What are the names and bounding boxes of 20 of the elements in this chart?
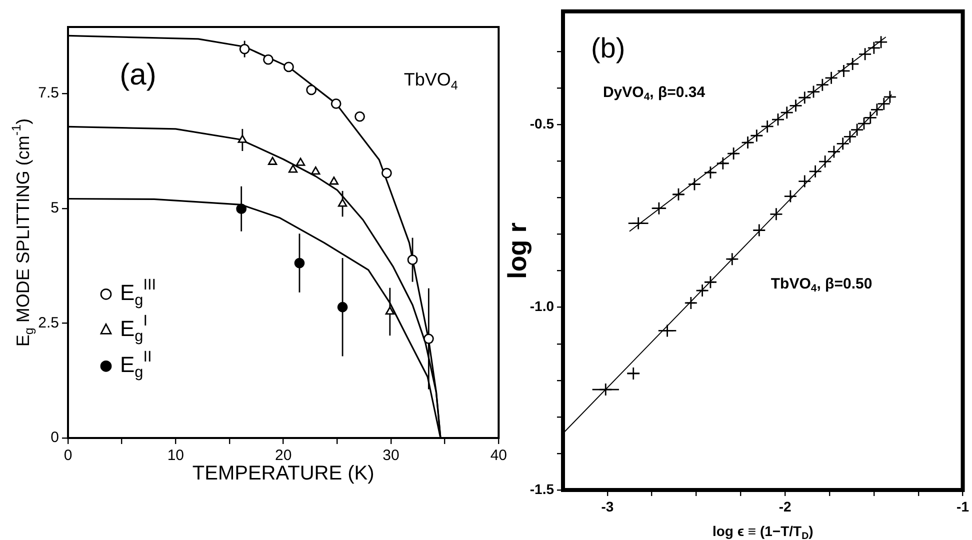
y-tick-label: -1.5	[530, 480, 554, 497]
x-tick-label: 10	[167, 447, 184, 464]
x-tick-label: 40	[490, 447, 507, 464]
x-tick-label: 0	[64, 447, 72, 464]
y-axis-title: log r	[502, 222, 532, 279]
annotation: (b)	[590, 32, 626, 64]
y-tick-label: -0.5	[530, 116, 554, 132]
y-tick-label: 7.5	[38, 84, 59, 102]
x-tick-label: 30	[382, 447, 400, 464]
annotation: (a)	[120, 58, 156, 92]
x-tick-label: 20	[274, 447, 292, 464]
y-tick-label: 2.5	[38, 314, 59, 332]
y-tick-label: -1.0	[530, 298, 554, 314]
y-tick-label: 0	[50, 429, 59, 446]
x-tick-label: -1	[956, 498, 970, 514]
x-tick-label: -3	[601, 498, 614, 514]
y-axis-title: Eg MODE SPLITTING (cm-1)	[9, 118, 36, 347]
y-tick-label: 5	[50, 200, 59, 217]
x-axis-title: TEMPERATURE (K)	[192, 462, 374, 485]
x-tick-label: -2	[778, 498, 792, 514]
